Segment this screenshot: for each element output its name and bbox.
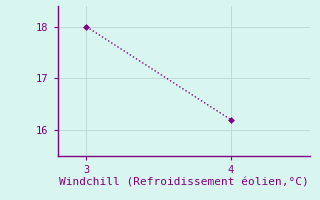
X-axis label: Windchill (Refroidissement éolien,°C): Windchill (Refroidissement éolien,°C) bbox=[59, 178, 309, 188]
